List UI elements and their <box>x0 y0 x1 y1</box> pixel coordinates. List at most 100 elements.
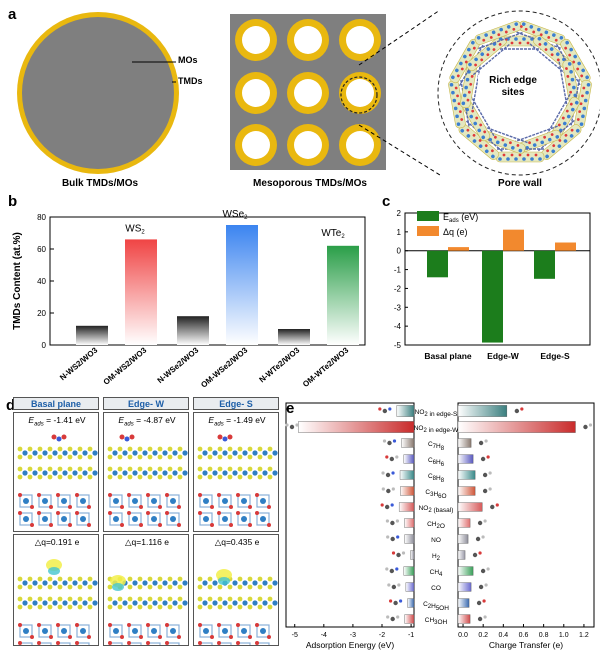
molecule-glyph <box>478 440 484 446</box>
energy-bar <box>298 421 415 433</box>
energy-bar <box>396 405 415 417</box>
bar-N-WS2/WO3 <box>76 325 108 345</box>
molecule-glyph <box>484 439 488 443</box>
rich-edge-label: Rich edge sites <box>478 75 548 99</box>
bar-dq-1 <box>503 229 524 251</box>
charge-transfer-value: △q=1.116 e <box>125 537 169 547</box>
wall-layer <box>558 59 580 110</box>
y-tick-label: -1 <box>394 266 402 275</box>
charge-bar <box>457 518 471 528</box>
crystal-structure <box>197 569 278 645</box>
molecule-glyph <box>390 536 395 542</box>
x-tick-label: Basal plane <box>424 351 472 361</box>
molecule-glyph <box>480 456 486 462</box>
molecule-glyph <box>384 504 390 510</box>
y-tick-label: -3 <box>394 303 402 312</box>
molecule-glyph <box>476 600 482 606</box>
molecule-label: NO <box>431 537 441 544</box>
x-tick-label-left: -2 <box>379 632 385 639</box>
molecule-glyph <box>385 472 391 478</box>
molecule-glyph <box>486 567 490 571</box>
molecule-glyph <box>389 456 395 462</box>
molecule-glyph <box>386 535 390 539</box>
molecule-glyph <box>396 615 400 619</box>
molecule-glyph <box>396 535 400 539</box>
charge-bar <box>457 534 469 544</box>
y-tick-label: 1 <box>397 228 402 237</box>
structure-cell-bottom: △q=0.191 e <box>13 534 99 646</box>
legend-swatch-eads <box>417 211 439 221</box>
x-axis-label-left: Adsorption Energy (eV) <box>306 640 395 650</box>
crystal-structure <box>107 575 188 645</box>
energy-charge-chart: 2 1 0 -1 -2 -3 -4 -5 Basal plane Edge-W Edge-S Eads… <box>394 209 591 361</box>
panel-b-label: b <box>8 193 18 210</box>
charge-bar <box>457 550 466 560</box>
molecule-glyph <box>388 407 392 411</box>
x-tick-label-left: -4 <box>321 632 327 639</box>
molecule-glyph <box>387 440 392 446</box>
pore-hole <box>242 26 270 54</box>
molecule-glyph <box>490 504 495 510</box>
molecule-label: NO2 in edge-S <box>415 409 458 418</box>
pore-wall-layers <box>448 20 592 163</box>
pore-hole <box>294 131 322 159</box>
molecule-glyph <box>385 567 389 571</box>
structure-table: Basal plane Eads = -1.41 eV △q=0.191 e Edge… <box>13 397 279 647</box>
y-tick-label: -2 <box>394 284 402 293</box>
molecule-glyph <box>483 615 487 619</box>
x-tick-label-left: -1 <box>408 632 414 639</box>
molecule-glyph <box>391 471 395 475</box>
molecule-label: CH2O <box>427 521 445 530</box>
crystal-structure <box>17 434 98 527</box>
molecule-label: C3H6O <box>425 489 446 500</box>
bar-eads-2 <box>534 250 555 279</box>
bar-OM-WS2/WO3 <box>125 239 157 345</box>
pore-hole <box>242 131 270 159</box>
pore-hole <box>242 79 270 107</box>
x-tick-label: OM-WS2/WO3 <box>102 345 149 387</box>
structure-cell-top: Eads = -4.87 eV <box>103 412 189 532</box>
charge-bar <box>457 438 472 448</box>
group-label-wte2: WTe2 <box>321 228 345 240</box>
energy-bar <box>404 518 415 528</box>
label-tmds: TMDs <box>178 76 203 86</box>
energy-bar <box>403 566 415 576</box>
molecule-label: H2 <box>432 553 441 562</box>
x-tick-label: Edge-S <box>540 351 570 361</box>
x-tick-label-right: 0.4 <box>498 632 508 639</box>
charge-bar <box>457 502 483 512</box>
charge-bar <box>457 598 470 608</box>
molecule-glyph <box>395 519 399 523</box>
x-tick-label: N-WTe2/WO3 <box>257 345 301 384</box>
molecule-glyph <box>486 455 490 459</box>
molecule-glyph <box>289 424 295 430</box>
crystal-structure <box>107 434 188 527</box>
wall-layer <box>474 20 524 50</box>
y-tick-label: 20 <box>37 309 46 318</box>
molecule-adsorption-chart: NO2 in edge-S NO2 in edge-W C7H8 C6H6 C8H8 C3… <box>285 402 595 650</box>
molecule-glyph <box>393 600 398 606</box>
x-tick-label: OM-WTe2/WO3 <box>301 345 351 389</box>
legend-swatch-dq <box>417 226 439 236</box>
crystal-structure <box>197 434 278 527</box>
molecule-label: NO2 in edge-W <box>414 425 459 434</box>
pore-grid <box>235 19 381 166</box>
charge-bar <box>457 421 576 433</box>
charge-bar <box>457 470 476 480</box>
x-tick-label-right: 1.0 <box>559 632 569 639</box>
molecule-glyph <box>285 423 289 427</box>
chart-c-frame <box>404 212 591 346</box>
panel-a-figure <box>17 9 600 176</box>
bar-dq-0 <box>448 247 469 251</box>
molecule-glyph <box>392 439 397 443</box>
molecule-label: C2H5OH <box>423 601 449 612</box>
molecule-label: C8H8 <box>428 473 445 484</box>
molecule-glyph <box>588 423 593 427</box>
molecule-glyph <box>389 568 395 574</box>
energy-bar <box>398 502 415 512</box>
label-mos: MOs <box>178 55 198 65</box>
molecule-glyph <box>397 583 401 587</box>
molecule-glyph <box>390 520 395 526</box>
bar-eads-1 <box>482 250 503 343</box>
